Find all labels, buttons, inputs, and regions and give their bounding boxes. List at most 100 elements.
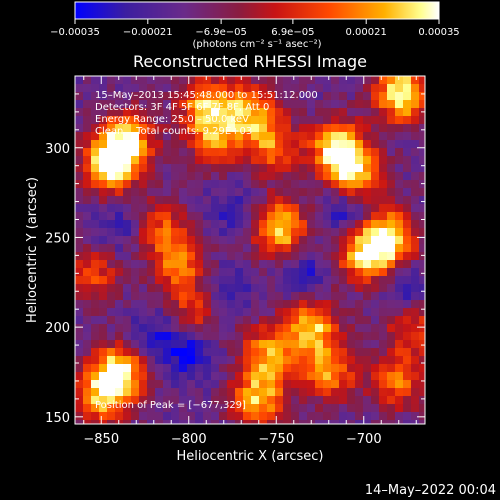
heatmap-cell [163,324,171,332]
heatmap-cell [355,76,363,84]
heatmap-cell [347,172,355,180]
heatmap-cell [187,212,195,220]
heatmap-cell [275,236,283,244]
heatmap-cell [195,204,203,212]
heatmap-cell [315,284,323,292]
heatmap-cell [307,260,315,268]
heatmap-cell [203,180,211,188]
heatmap-cell [83,380,91,388]
heatmap-cell [171,100,179,108]
heatmap-cell [99,92,107,100]
heatmap-cell [371,340,379,348]
heatmap-cell [403,284,411,292]
heatmap-cell [403,292,411,300]
heatmap-cell [411,284,419,292]
heatmap-cell [251,228,259,236]
heatmap-cell [219,188,227,196]
heatmap-cell [347,228,355,236]
heatmap-cell [219,220,227,228]
heatmap-cell [395,212,403,220]
heatmap-cell [331,260,339,268]
heatmap-cell [283,380,291,388]
heatmap-cell [203,92,211,100]
heatmap-cell [163,332,171,340]
heatmap-cell [187,396,195,404]
heatmap-cell [331,164,339,172]
heatmap-cell [395,228,403,236]
heatmap-cell [211,372,219,380]
heatmap-cell [283,124,291,132]
heatmap-cell [147,172,155,180]
heatmap-cell [355,380,363,388]
heatmap-cell [243,388,251,396]
heatmap-cell [211,300,219,308]
x-tick-label: −700 [346,432,382,447]
heatmap-cell [131,324,139,332]
heatmap-cell [211,284,219,292]
heatmap-cell [219,196,227,204]
heatmap-cell [187,220,195,228]
heatmap-cell [227,260,235,268]
heatmap-cell [387,228,395,236]
heatmap-cell [339,92,347,100]
heatmap-cell [307,364,315,372]
heatmap-cell [251,108,259,116]
heatmap-cell [123,180,131,188]
heatmap-cell [259,204,267,212]
heatmap-cell [219,140,227,148]
heatmap-cell [315,188,323,196]
heatmap-cell [275,276,283,284]
heatmap-cell [131,220,139,228]
heatmap-cell [235,340,243,348]
heatmap-cell [291,324,299,332]
heatmap-cell [83,260,91,268]
heatmap-cell [299,396,307,404]
heatmap-cell [187,100,195,108]
heatmap-cell [347,84,355,92]
heatmap-cell [115,316,123,324]
heatmap-cell [363,364,371,372]
heatmap-cell [91,124,99,132]
heatmap-cell [203,140,211,148]
heatmap-cell [139,340,147,348]
heatmap-cell [243,324,251,332]
heatmap-cell [355,332,363,340]
heatmap-cell [267,132,275,140]
heatmap-cell [227,100,235,108]
heatmap-cell [403,188,411,196]
heatmap-cell [227,108,235,116]
heatmap-cell [387,300,395,308]
heatmap-cell [203,212,211,220]
heatmap-cell [339,324,347,332]
heatmap-cell [187,196,195,204]
heatmap-cell [91,164,99,172]
heatmap-cell [379,204,387,212]
heatmap-cell [419,412,425,420]
heatmap-cell [179,116,187,124]
heatmap-cell [371,260,379,268]
heatmap-cell [379,348,387,356]
heatmap-cell [99,108,107,116]
heatmap-cell [411,116,419,124]
heatmap-cell [83,396,91,404]
heatmap-cell [187,404,195,412]
heatmap-cell [275,396,283,404]
heatmap-cell [283,188,291,196]
heatmap-cell [363,140,371,148]
heatmap-cell [163,356,171,364]
heatmap-cell [395,404,403,412]
heatmap-cell [251,204,259,212]
heatmap-cell [187,156,195,164]
heatmap-cell [131,116,139,124]
heatmap-cell [363,356,371,364]
heatmap-cell [371,348,379,356]
heatmap-cell [115,124,123,132]
heatmap-cell [163,116,171,124]
heatmap-cell [139,348,147,356]
heatmap-cell [139,396,147,404]
heatmap-cell [355,84,363,92]
heatmap-cell [243,196,251,204]
heatmap-cell [99,156,107,164]
heatmap-cell [187,84,195,92]
heatmap-cell [75,236,83,244]
